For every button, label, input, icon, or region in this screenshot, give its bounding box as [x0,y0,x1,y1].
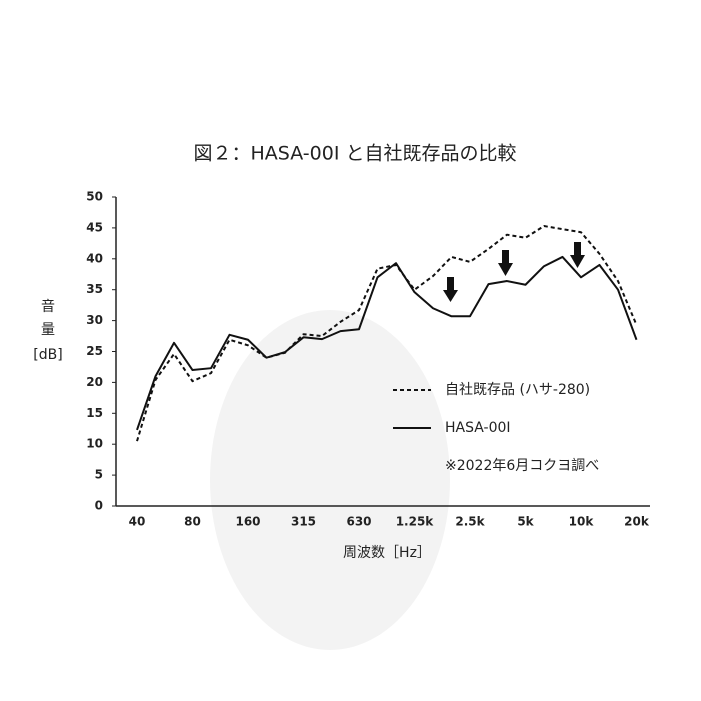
arrow [570,255,585,268]
y-tick-label: 30 [86,313,103,327]
arrow [574,242,581,256]
x-tick-label: 1.25k [396,515,435,529]
y-axis-label: 音 [41,298,55,315]
x-axis-label: 周波数［Hz］ [343,545,431,561]
y-tick-label: 15 [86,406,103,420]
x-tick-label: 20k [624,515,650,529]
note: ※2022年6月コクヨ調べ [445,458,599,474]
legend-label: 自社既存品 (ハサ-280) [445,382,590,398]
x-tick-label: 5k [517,515,534,529]
arrow [498,263,513,276]
legend-label: HASA-00I [445,420,511,436]
y-tick-label: 35 [86,282,103,296]
y-tick-label: 20 [86,375,103,389]
y-tick-label: 25 [86,344,103,358]
y-tick-label: 45 [86,220,103,234]
y-tick-label: 0 [95,499,103,513]
arrow [447,277,454,291]
y-tick-label: 50 [86,190,103,204]
x-tick-label: 80 [184,515,201,529]
y-tick-label: 10 [86,437,103,451]
series-line [136,225,638,442]
x-tick-label: 315 [291,515,316,529]
x-tick-label: 630 [346,515,371,529]
y-tick-label: 5 [95,468,103,482]
y-tick-label: 40 [86,251,103,265]
annotation-arrows [443,242,585,302]
x-tick-label: 2.5k [455,515,485,529]
y-axis-label: 量 [41,322,55,338]
x-tick-label: 10k [569,515,595,529]
chart-title: 図２：HASA-00I と自社既存品の比較 [194,143,517,165]
x-tick-label: 40 [129,515,146,529]
x-tick-label: 160 [235,515,260,529]
arrow [443,290,458,302]
series-line [136,255,638,431]
y-axis-label: [dB] [33,347,62,363]
background-photo [210,310,450,650]
arrow [502,250,509,264]
